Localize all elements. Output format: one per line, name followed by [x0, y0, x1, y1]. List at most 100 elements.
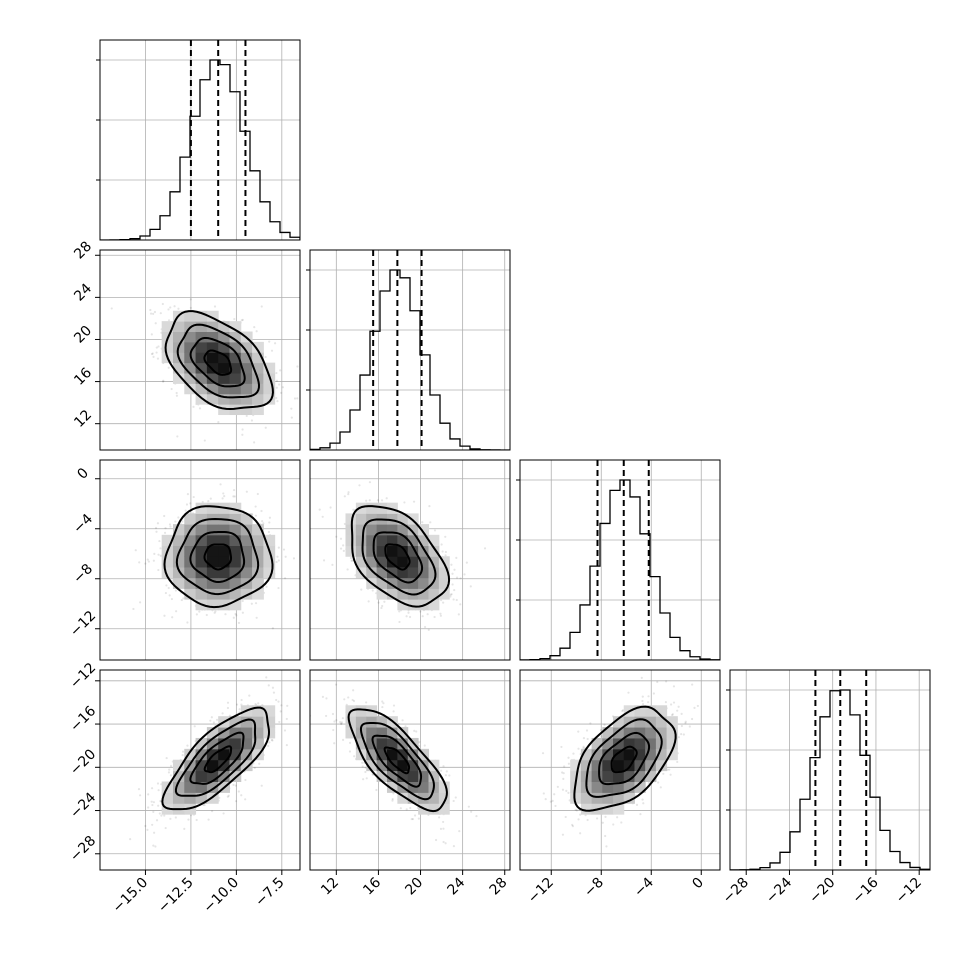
density-cell	[366, 716, 378, 728]
scatter-point	[175, 610, 178, 613]
scatter-point	[448, 774, 451, 777]
scatter-point	[110, 307, 113, 310]
density-cell	[229, 737, 242, 750]
density-cell	[184, 534, 197, 547]
scatter-point	[421, 615, 424, 618]
density-cell	[195, 577, 208, 589]
scatter-point	[458, 830, 461, 833]
density-cell	[218, 577, 230, 589]
scatter-point	[248, 694, 251, 697]
density-cell	[438, 781, 450, 793]
density-cell	[229, 588, 242, 600]
scatter-point	[157, 345, 160, 348]
density-cell	[195, 545, 208, 557]
scatter-point	[264, 426, 267, 429]
density-cell	[386, 588, 398, 600]
scatter-point	[383, 600, 386, 603]
density-cell	[355, 513, 367, 525]
scatter-point	[153, 310, 157, 314]
scatter-point	[156, 357, 160, 360]
density-cell	[218, 352, 230, 364]
density-cell	[184, 362, 197, 374]
scatter-point	[201, 500, 204, 504]
density-cell	[229, 534, 242, 547]
scatter-point	[180, 598, 183, 602]
panel-1-1	[306, 249, 511, 451]
scatter-point	[185, 503, 189, 506]
scatter-point	[276, 555, 279, 558]
scatter-point	[322, 559, 326, 562]
density-cell	[206, 331, 219, 343]
panel-frame	[309, 249, 511, 451]
scatter-point	[452, 845, 456, 848]
y-tick-label: 16	[71, 365, 95, 389]
scatter-point	[410, 817, 413, 821]
scatter-point	[467, 805, 470, 808]
scatter-point	[234, 800, 238, 803]
scatter-point	[175, 391, 178, 395]
density-cell	[366, 524, 378, 536]
scatter-point	[293, 397, 297, 400]
contour-3	[163, 505, 274, 609]
scatter-point	[470, 810, 473, 813]
scatter-point	[457, 613, 460, 616]
scatter-point	[348, 750, 352, 753]
scatter-point	[415, 730, 418, 733]
density-cell	[252, 566, 264, 579]
scatter-point	[352, 699, 356, 703]
scatter-point	[347, 696, 350, 699]
scatter-point	[147, 806, 150, 809]
scatter-point	[349, 556, 353, 560]
density-cell	[252, 534, 264, 547]
scatter-point	[235, 614, 238, 617]
scatter-point	[423, 625, 427, 629]
density-cell	[263, 705, 276, 717]
density-cell	[229, 331, 242, 343]
density-cell	[386, 524, 398, 536]
density-cell	[206, 502, 219, 514]
density-cell	[195, 524, 208, 536]
scatter-point	[453, 568, 456, 571]
scatter-point	[260, 784, 263, 787]
density-cell	[240, 566, 253, 579]
density-cell	[195, 759, 208, 772]
scatter-point	[222, 812, 225, 815]
density-cell	[438, 577, 450, 589]
density-cell	[252, 545, 264, 557]
density-cell	[229, 748, 242, 761]
density-cell	[206, 373, 219, 384]
contour-0	[384, 543, 411, 571]
scatter-point	[439, 612, 442, 615]
scatter-point	[348, 741, 352, 745]
scatter-point	[238, 708, 241, 711]
contour-2	[175, 518, 260, 596]
density-cell	[386, 770, 398, 783]
scatter-point	[264, 355, 267, 359]
density-cell	[418, 524, 429, 536]
x-tick-label: −15.0	[110, 875, 152, 917]
scatter-point	[213, 305, 217, 308]
density-cell	[206, 577, 219, 589]
density-cell	[161, 556, 174, 568]
density-cell	[240, 352, 253, 364]
scatter-point	[253, 326, 256, 329]
scatter-point	[268, 521, 271, 524]
density-cell	[366, 513, 378, 525]
scatter-point	[279, 710, 282, 713]
density-cell	[407, 770, 419, 783]
density-cell	[376, 770, 388, 783]
scatter-point	[438, 816, 441, 819]
density-cell	[252, 404, 264, 416]
y-tick-label: 20	[71, 323, 95, 347]
contour-0	[203, 745, 233, 774]
scatter-point	[440, 543, 443, 546]
scatter-point	[361, 765, 364, 768]
scatter-point	[451, 572, 454, 575]
scatter-point	[245, 490, 248, 493]
density-cell	[407, 513, 419, 525]
scatter-point	[276, 399, 279, 403]
scatter-point	[146, 558, 149, 561]
density-cell	[366, 545, 378, 557]
scatter-point	[169, 306, 172, 309]
density-cell	[206, 321, 219, 333]
